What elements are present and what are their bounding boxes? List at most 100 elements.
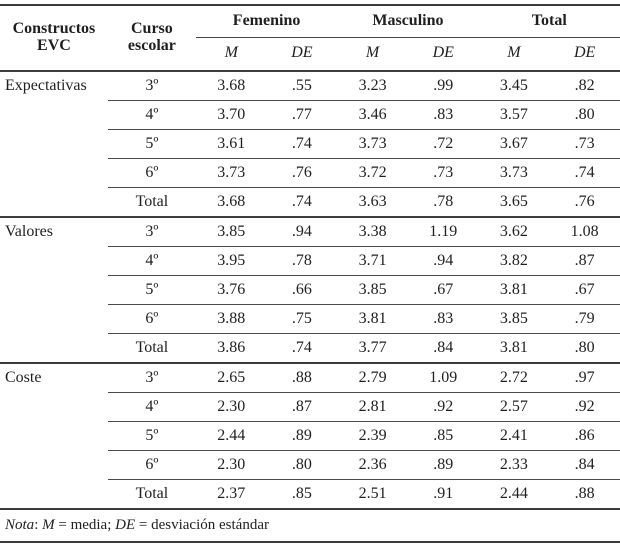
value-cell: .82 <box>549 70 620 101</box>
table-row: 6º 2.30.80 2.36.89 2.33.84 <box>0 450 620 480</box>
value-cell: 3.82 <box>478 246 550 276</box>
table-row: Expectativas 3º 3.68.55 3.23.99 3.45.82 <box>0 70 620 101</box>
curso-cell: 6º <box>107 158 196 188</box>
value-cell: .76 <box>266 158 338 188</box>
statistics-table: Constructos EVC Curso escolar Femenino M… <box>0 4 620 543</box>
curso-cell: 4º <box>107 246 196 276</box>
value-cell: 3.85 <box>337 275 408 305</box>
table-row: Coste 3º 2.65.88 2.79 1.09 2.72.97 <box>0 362 620 393</box>
table-row: 5º 2.44.89 2.39.85 2.41.86 <box>0 421 620 451</box>
value-cell: 1.19 <box>407 216 479 247</box>
note-m-symbol: M <box>42 516 55 533</box>
col-header-curso: Curso escolar <box>107 5 196 72</box>
value-cell: .89 <box>266 421 338 451</box>
value-cell: .88 <box>266 362 338 393</box>
value-cell: 3.45 <box>478 70 550 101</box>
value-cell: .75 <box>266 304 338 334</box>
curso-cell: 4º <box>107 392 196 422</box>
value-cell: .78 <box>407 187 479 217</box>
table-footer: Nota: M = media; DE = desviación estánda… <box>0 508 620 542</box>
value-cell: 3.76 <box>195 275 267 305</box>
value-cell: 3.70 <box>195 100 267 130</box>
value-cell: 3.38 <box>337 216 408 247</box>
value-cell: 2.39 <box>337 421 408 451</box>
value-cell: 3.81 <box>478 333 550 363</box>
note-separator: : <box>34 516 43 533</box>
value-cell: 2.33 <box>478 450 550 480</box>
construct-label-cell <box>0 247 108 276</box>
value-cell: .99 <box>407 70 479 101</box>
value-cell: 2.51 <box>337 479 408 509</box>
construct-label-cell <box>0 305 108 334</box>
value-cell: .79 <box>549 304 620 334</box>
value-cell: 3.86 <box>195 333 267 363</box>
value-cell: .85 <box>407 421 479 451</box>
value-cell: .80 <box>549 333 620 363</box>
value-cell: 2.37 <box>195 479 267 509</box>
value-cell: 2.44 <box>478 479 550 509</box>
value-cell: 3.85 <box>478 304 550 334</box>
value-cell: 2.81 <box>337 392 408 422</box>
value-cell: 3.23 <box>337 70 408 101</box>
group-header-masculino: Masculino <box>337 5 479 38</box>
value-cell: 2.72 <box>478 362 550 393</box>
construct-label-cell: Valores <box>0 216 108 247</box>
value-cell: .84 <box>549 450 620 480</box>
curso-cell: 5º <box>107 421 196 451</box>
table-row: Total 3.68.74 3.63.78 3.65.76 <box>0 187 620 218</box>
value-cell: .86 <box>549 421 620 451</box>
construct-label-cell <box>0 480 108 510</box>
value-cell: .87 <box>266 392 338 422</box>
subheader-m-total: M <box>478 37 550 72</box>
curso-cell: Total <box>107 333 196 363</box>
value-cell: .74 <box>266 333 338 363</box>
subheader-de-masculino: DE <box>407 37 479 72</box>
value-cell: .94 <box>266 216 338 247</box>
construct-label-cell <box>0 334 108 364</box>
value-cell: .73 <box>407 158 479 188</box>
value-cell: 1.09 <box>407 362 479 393</box>
construct-label-cell <box>0 188 108 218</box>
value-cell: .78 <box>266 246 338 276</box>
value-cell: .85 <box>266 479 338 509</box>
value-cell: .80 <box>266 450 338 480</box>
value-cell: 3.71 <box>337 246 408 276</box>
table-row: Total 2.37.85 2.51.91 2.44.88 <box>0 479 620 510</box>
header-group-row: Constructos EVC Curso escolar Femenino M… <box>0 5 620 72</box>
note-de-symbol: DE <box>115 516 136 533</box>
curso-cell: 6º <box>107 450 196 480</box>
value-cell: 3.68 <box>195 187 267 217</box>
value-cell: 3.88 <box>195 304 267 334</box>
table-note: Nota: M = media; DE = desviación estánda… <box>0 508 620 542</box>
value-cell: .76 <box>549 187 620 217</box>
header-sub-row: M DE M DE M DE <box>0 37 620 72</box>
curso-cell: 4º <box>107 100 196 130</box>
table-row: 5º 3.76.66 3.85.67 3.81.67 <box>0 275 620 305</box>
construct-label-cell <box>0 451 108 480</box>
value-cell: .92 <box>549 392 620 422</box>
value-cell: 2.30 <box>195 392 267 422</box>
value-cell: 2.30 <box>195 450 267 480</box>
value-cell: .83 <box>407 304 479 334</box>
value-cell: 3.65 <box>478 187 550 217</box>
value-cell: .67 <box>549 275 620 305</box>
construct-label-cell: Expectativas <box>0 70 108 101</box>
value-cell: .89 <box>407 450 479 480</box>
table-body: Expectativas 3º 3.68.55 3.23.99 3.45.82 4º 3.7… <box>0 70 620 510</box>
construct-label-cell <box>0 101 108 130</box>
curso-cell: 3º <box>107 362 196 393</box>
construct-label-cell <box>0 130 108 159</box>
table-row: Valores 3º 3.85.94 3.38 1.19 3.62 1.08 <box>0 216 620 247</box>
curso-cell: 3º <box>107 216 196 247</box>
value-cell: .74 <box>549 158 620 188</box>
value-cell: 2.41 <box>478 421 550 451</box>
table-row: 4º 3.95.78 3.71.94 3.82.87 <box>0 246 620 276</box>
value-cell: 1.08 <box>549 216 620 247</box>
note-row: Nota: M = media; DE = desviación estánda… <box>0 508 620 542</box>
table-header: Constructos EVC Curso escolar Femenino M… <box>0 5 620 72</box>
group-header-femenino: Femenino <box>195 5 338 38</box>
value-cell: .84 <box>407 333 479 363</box>
value-cell: 3.61 <box>195 129 267 159</box>
curso-cell: 3º <box>107 70 196 101</box>
